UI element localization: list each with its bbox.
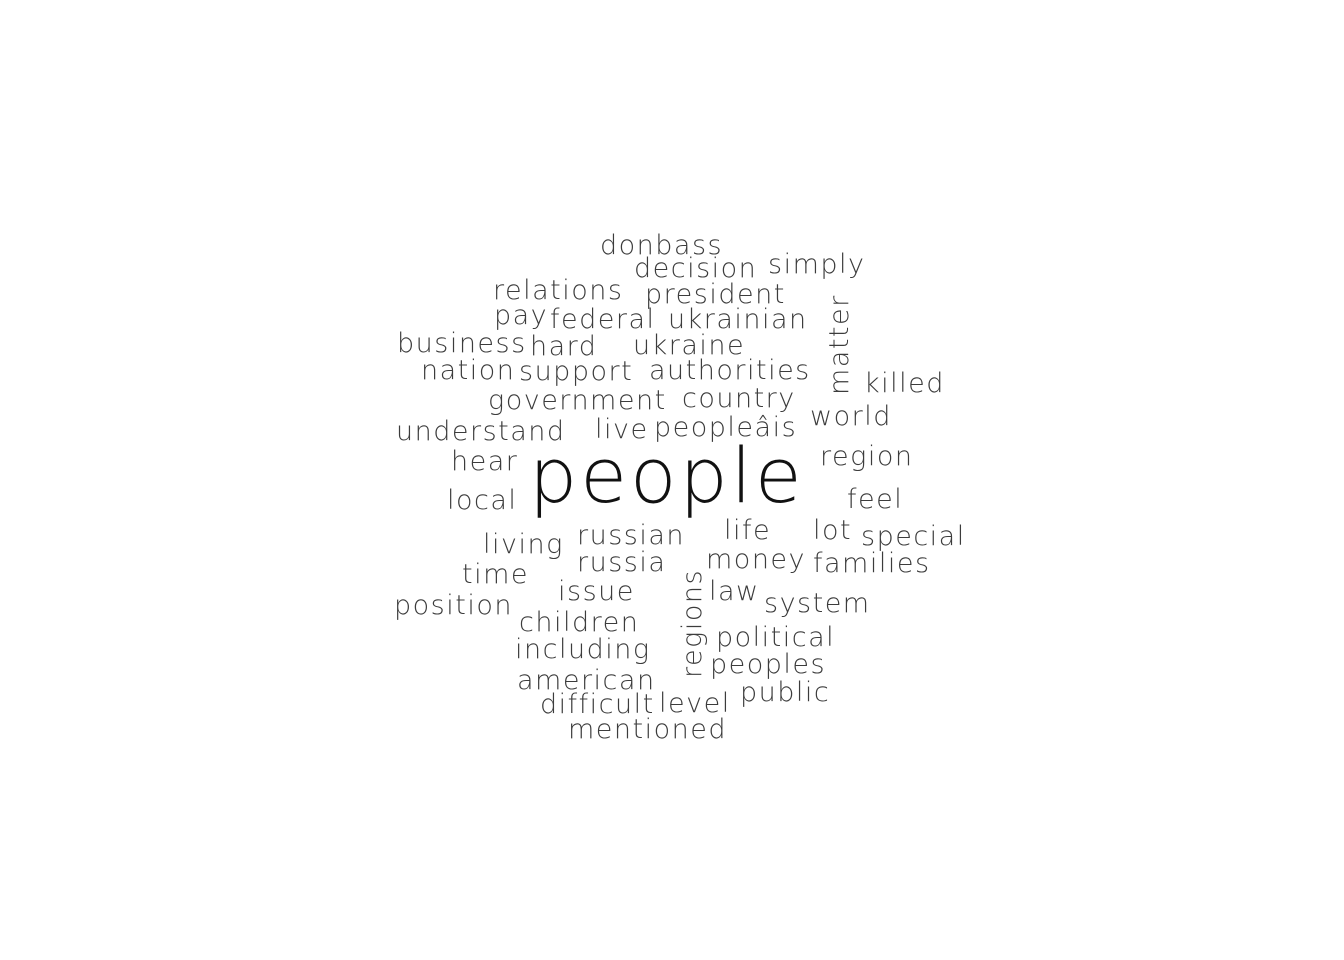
- word-position: position: [394, 590, 513, 621]
- word-russian: russian: [577, 520, 686, 551]
- word-level: level: [659, 688, 731, 719]
- word-country: country: [682, 383, 796, 414]
- word-special: special: [861, 521, 966, 552]
- word-issue: issue: [558, 576, 635, 607]
- word-ukrainian: ukrainian: [668, 304, 808, 335]
- word-system: system: [764, 588, 871, 619]
- word-political: political: [716, 622, 836, 653]
- word-living: living: [483, 529, 564, 560]
- word-killed: killed: [864, 368, 945, 399]
- word-including: including: [515, 634, 651, 665]
- word-live: live: [595, 414, 649, 445]
- word-children: children: [519, 607, 640, 638]
- word-people: people: [529, 431, 805, 520]
- word-difficult: difficult: [540, 689, 655, 720]
- word-understand: understand: [396, 416, 566, 447]
- word-lot: lot: [813, 515, 853, 546]
- word-families: families: [813, 548, 931, 579]
- word-american: american: [517, 665, 656, 696]
- word-peopleais: peopleâis: [654, 412, 798, 443]
- word-pay: pay: [494, 300, 549, 331]
- word-region: region: [820, 441, 914, 472]
- word-support: support: [519, 356, 634, 387]
- word-donbass: donbass: [600, 230, 724, 261]
- word-hear: hear: [451, 446, 519, 477]
- word-russia: russia: [577, 547, 667, 578]
- word-time: time: [462, 559, 530, 590]
- word-federal: federal: [550, 304, 656, 335]
- word-regions: regions: [677, 568, 708, 678]
- word-president: president: [645, 279, 786, 310]
- word-law: law: [709, 576, 760, 607]
- word-mentioned: mentioned: [568, 714, 727, 745]
- word-matter: matter: [824, 294, 855, 395]
- word-world: world: [810, 401, 892, 432]
- word-simply: simply: [768, 249, 866, 280]
- word-authorities: authorities: [649, 355, 811, 386]
- word-life: life: [724, 515, 772, 546]
- word-hard: hard: [530, 331, 598, 362]
- word-ukraine: ukraine: [633, 330, 746, 361]
- word-relations: relations: [493, 275, 624, 306]
- word-business: business: [397, 328, 527, 359]
- word-public: public: [740, 677, 831, 708]
- word-peoples: peoples: [710, 649, 827, 680]
- word-government: government: [488, 385, 667, 416]
- word-money: money: [706, 544, 807, 575]
- word-decision: decision: [634, 253, 758, 284]
- word-local: local: [447, 485, 518, 516]
- word-nation: nation: [421, 355, 516, 386]
- word-feel: feel: [847, 484, 904, 515]
